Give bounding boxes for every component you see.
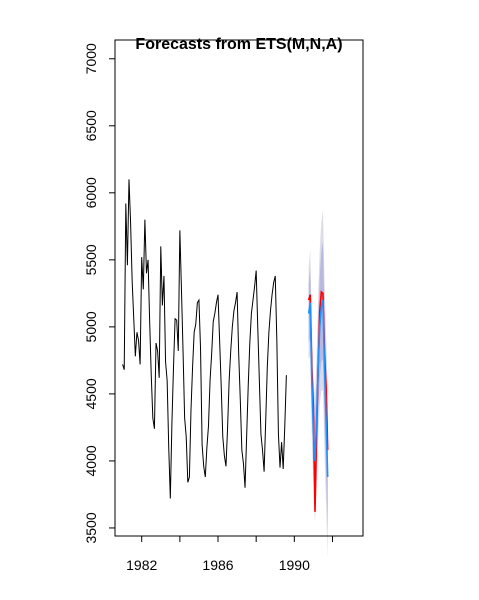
y-tick-label: 4500 <box>83 378 99 409</box>
y-tick-label: 7000 <box>83 43 99 74</box>
y-tick-label: 5000 <box>83 311 99 342</box>
history-series-line <box>122 179 287 499</box>
y-tick-label: 4000 <box>83 445 99 476</box>
series-lines <box>122 179 329 512</box>
x-axis: 1982 1986 1990 <box>126 536 333 573</box>
x-tick-label: 1986 <box>202 557 233 573</box>
x-tick-label: 1990 <box>279 557 310 573</box>
x-tick-label: 1982 <box>126 557 157 573</box>
chart-title: Forecasts from ETS(M,N,A) <box>135 36 342 53</box>
forecast-series-line <box>307 299 329 478</box>
y-axis: 3500 4000 4500 5000 5500 6000 6500 7000 <box>83 43 115 544</box>
y-tick-label: 6000 <box>83 177 99 208</box>
plot-area-box <box>114 39 364 537</box>
y-tick-label: 6500 <box>83 110 99 141</box>
y-tick-label: 5500 <box>83 244 99 275</box>
y-tick-label: 3500 <box>83 512 99 543</box>
